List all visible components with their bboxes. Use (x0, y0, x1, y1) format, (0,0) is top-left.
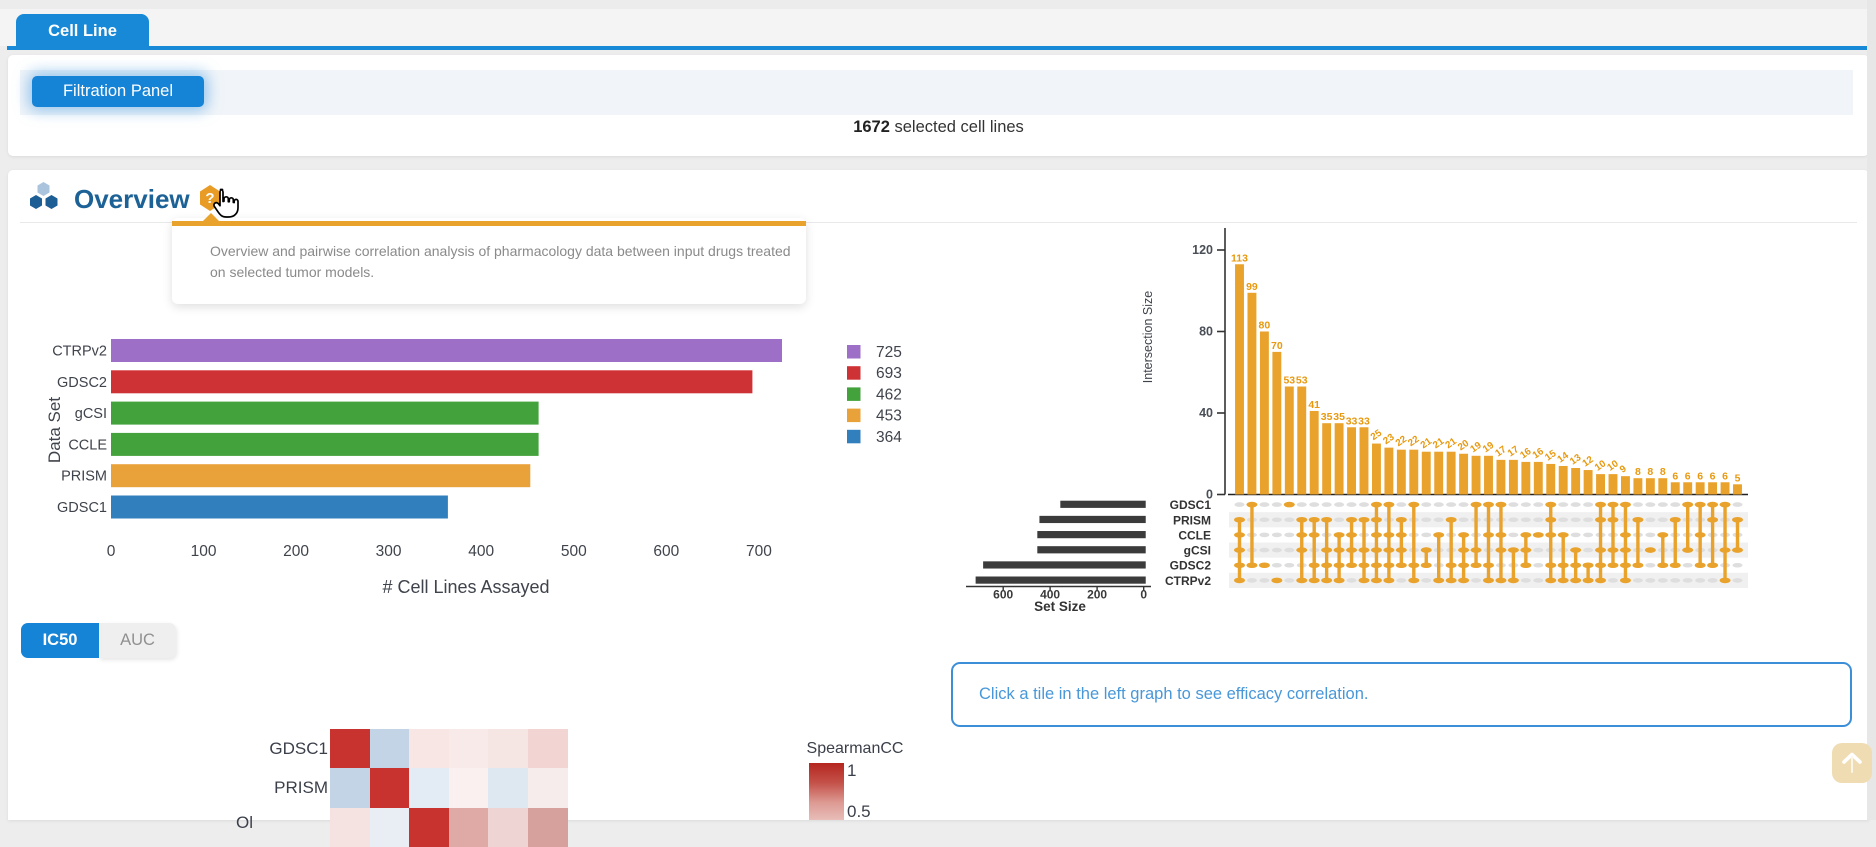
svg-text:725: 725 (876, 344, 902, 361)
svg-text:40: 40 (1199, 406, 1213, 420)
svg-text:600: 600 (653, 543, 679, 560)
svg-text:0: 0 (107, 543, 116, 560)
svg-text:GDSC1: GDSC1 (1170, 498, 1212, 512)
svg-text:gCSI: gCSI (1184, 544, 1211, 558)
svg-text:120: 120 (1192, 243, 1213, 257)
svg-text:PRISM: PRISM (61, 469, 107, 485)
svg-text:0: 0 (1206, 488, 1213, 502)
svg-text:53: 53 (1283, 375, 1295, 387)
svg-text:8: 8 (1635, 466, 1641, 478)
svg-text:PRISM: PRISM (1173, 513, 1211, 527)
svg-text:100: 100 (191, 543, 217, 560)
svg-text:?: ? (205, 190, 214, 207)
svg-text:113: 113 (1231, 252, 1248, 264)
svg-text:693: 693 (876, 365, 902, 382)
svg-text:300: 300 (376, 543, 402, 560)
svg-text:80: 80 (1259, 320, 1271, 332)
svg-text:Intersection Size: Intersection Size (1141, 291, 1155, 383)
svg-text:453: 453 (876, 408, 902, 425)
svg-text:6: 6 (1685, 470, 1691, 482)
svg-text:Set Size: Set Size (1034, 599, 1086, 614)
svg-text:6: 6 (1672, 470, 1678, 482)
svg-text:80: 80 (1199, 325, 1213, 339)
svg-text:8: 8 (1647, 466, 1653, 478)
svg-text:200: 200 (1087, 588, 1107, 602)
svg-text:33: 33 (1358, 415, 1370, 427)
svg-text:Data Set: Data Set (45, 397, 64, 463)
svg-text:CTRPv2: CTRPv2 (1165, 574, 1211, 588)
svg-text:99: 99 (1246, 281, 1258, 293)
svg-text:35: 35 (1333, 411, 1345, 423)
svg-text:41: 41 (1308, 399, 1320, 411)
svg-text:gCSI: gCSI (75, 406, 107, 422)
svg-text:9: 9 (1618, 463, 1629, 475)
svg-text:200: 200 (283, 543, 309, 560)
svg-text:6: 6 (1697, 470, 1703, 482)
svg-text:400: 400 (1040, 588, 1060, 602)
svg-text:400: 400 (468, 543, 494, 560)
svg-text:GDSC2: GDSC2 (1170, 559, 1212, 573)
svg-text:53: 53 (1296, 375, 1308, 387)
svg-text:CTRPv2: CTRPv2 (52, 344, 107, 360)
svg-text:600: 600 (993, 588, 1013, 602)
svg-text:5: 5 (1735, 472, 1741, 484)
svg-text:700: 700 (746, 543, 772, 560)
svg-text:6: 6 (1710, 470, 1716, 482)
svg-text:CCLE: CCLE (1178, 528, 1211, 542)
svg-text:CCLE: CCLE (68, 437, 107, 453)
svg-text:GDSC2: GDSC2 (57, 375, 107, 391)
svg-text:8: 8 (1660, 466, 1666, 478)
svg-text:33: 33 (1346, 415, 1358, 427)
svg-text:364: 364 (876, 429, 902, 446)
svg-text:70: 70 (1271, 340, 1283, 352)
svg-text:462: 462 (876, 386, 902, 403)
svg-text:GDSC1: GDSC1 (57, 500, 107, 516)
svg-text:# Cell Lines Assayed: # Cell Lines Assayed (382, 577, 549, 597)
svg-text:0: 0 (1140, 588, 1147, 602)
svg-text:6: 6 (1722, 470, 1728, 482)
svg-text:500: 500 (561, 543, 587, 560)
svg-text:35: 35 (1321, 411, 1333, 423)
